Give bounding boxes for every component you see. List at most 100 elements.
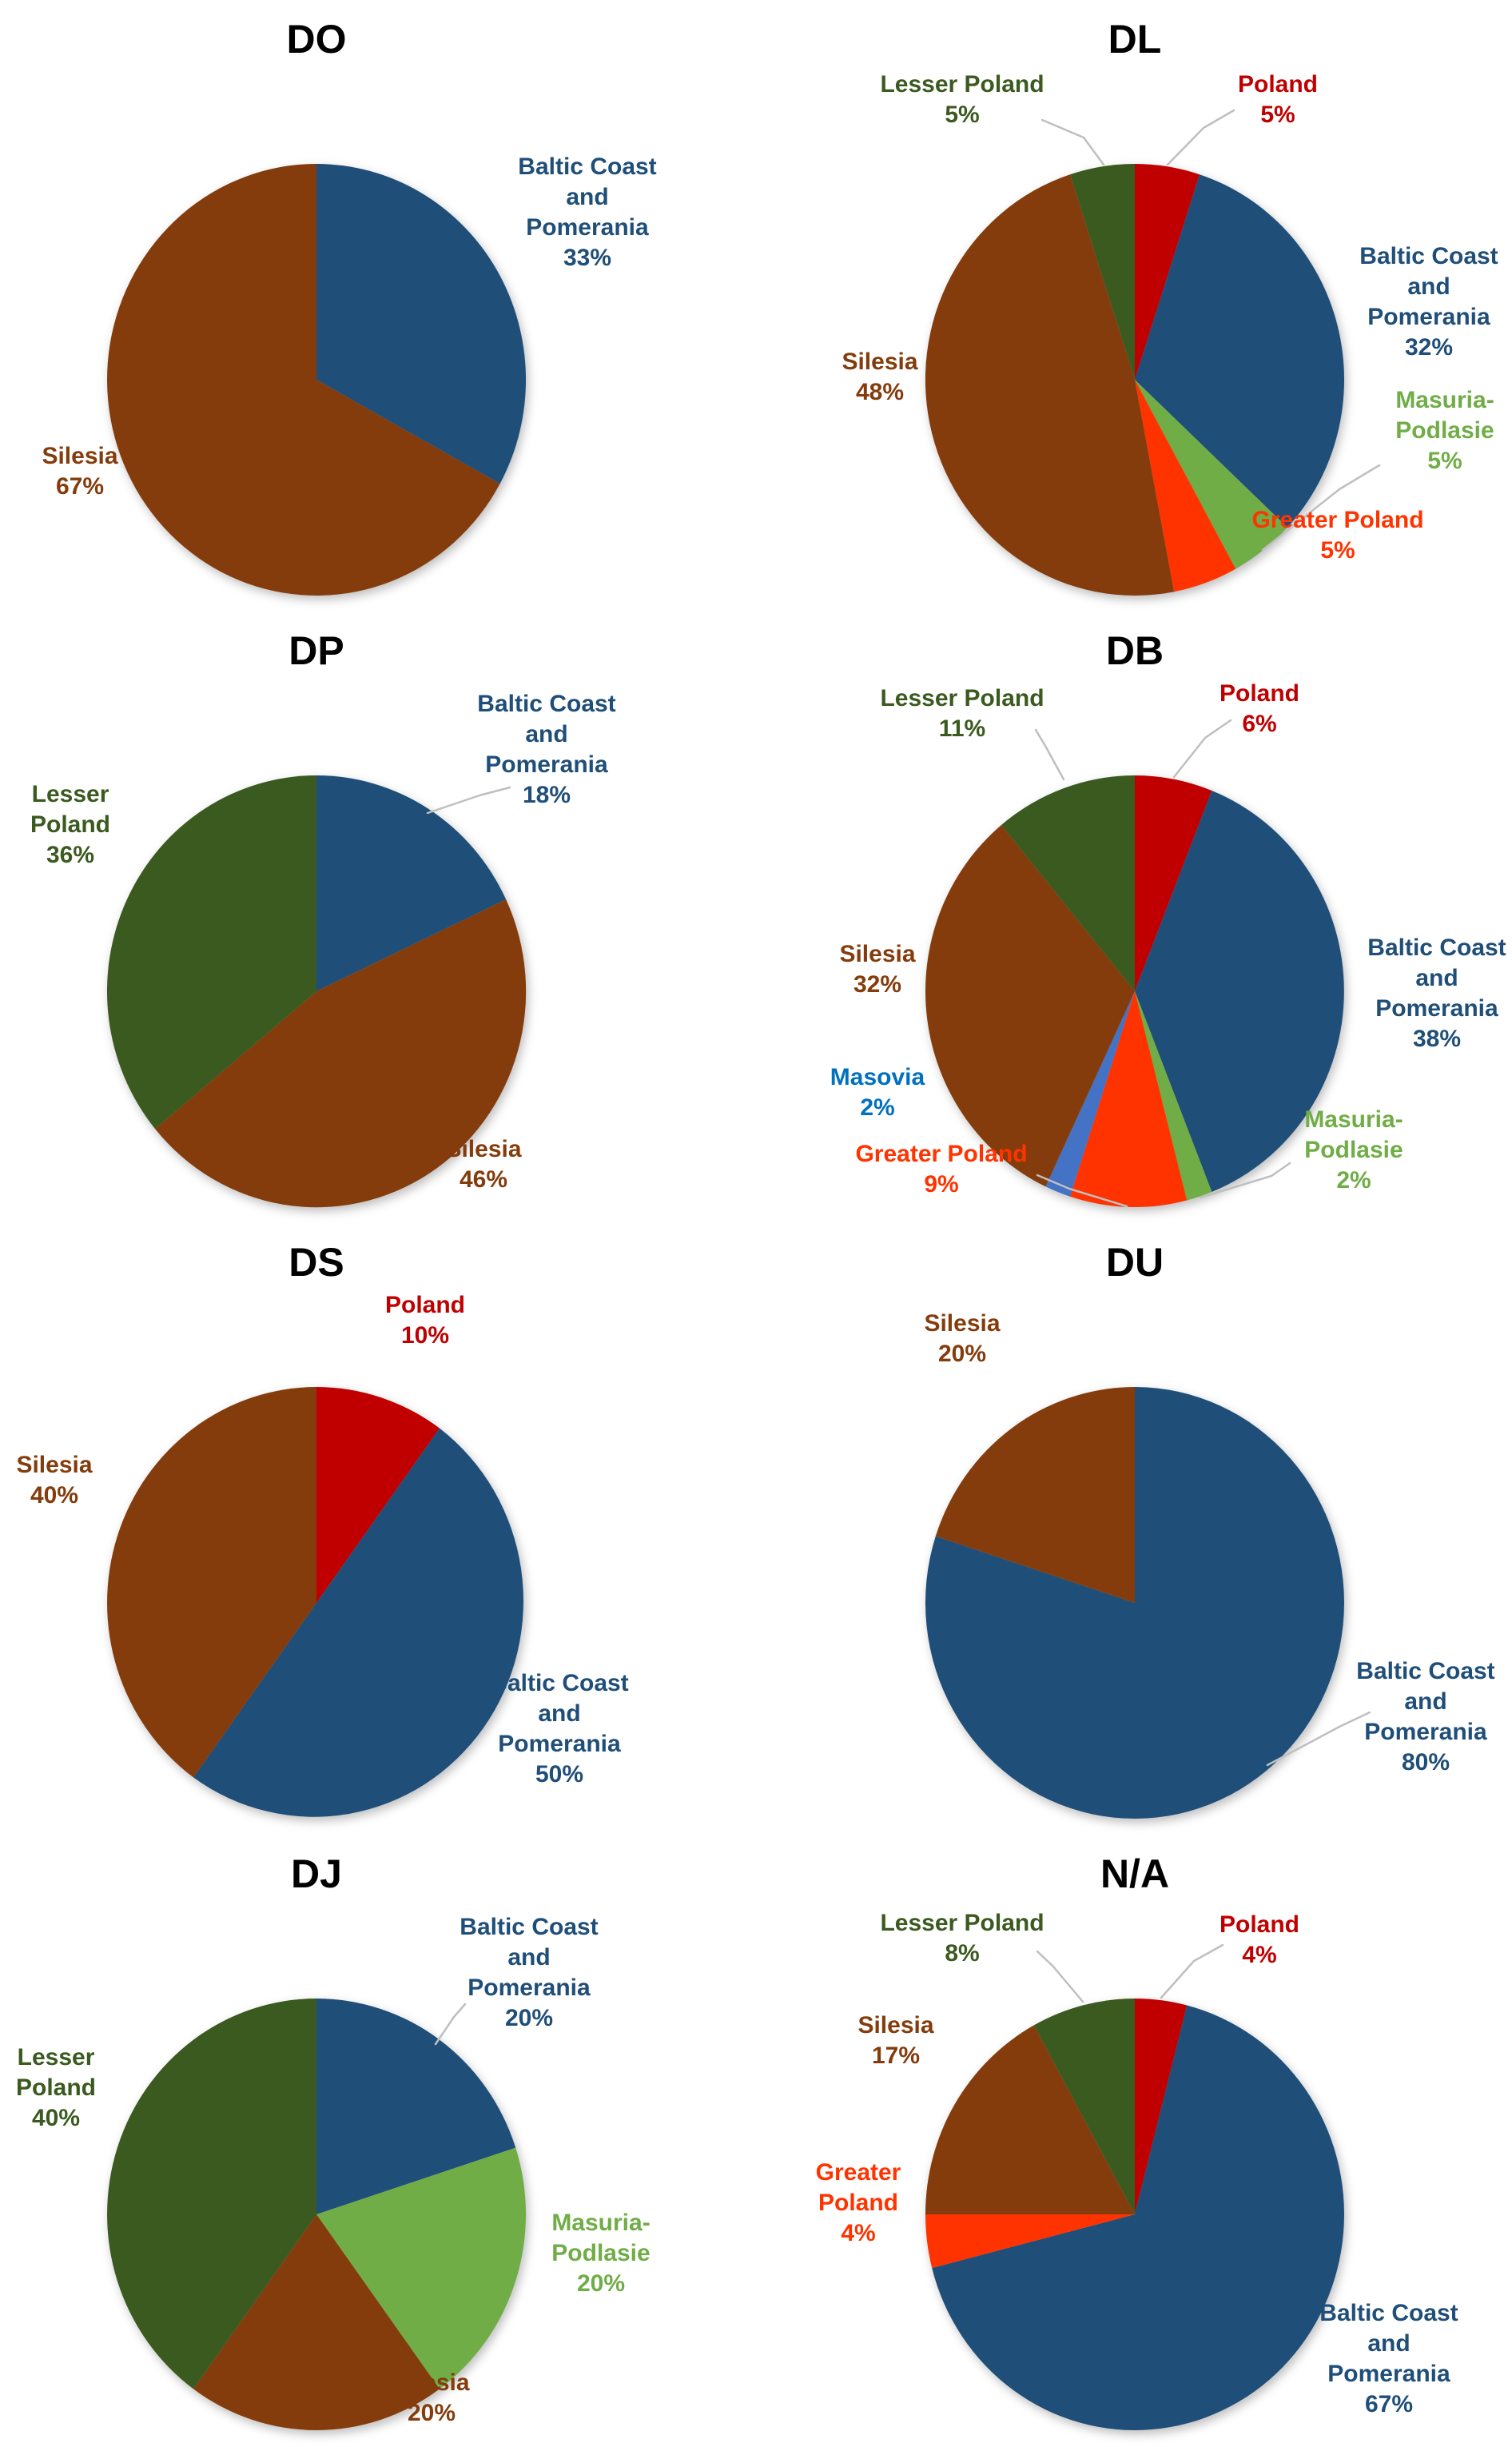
pie-slice-baltic-coast-and-pomerania [925, 1387, 1344, 1819]
chart-title-ds: DS [288, 1240, 344, 1285]
leader-line-lesser-poland [1034, 728, 1065, 781]
slice-label-poland: Poland 5% [1238, 71, 1318, 128]
pie-chart-na: Poland 4% Baltic Coast and Pomerania 67% Great… [816, 1851, 1458, 2431]
chart-cell-do: Baltic Coast and Pomerania 33% Silesia 67% DO [0, 0, 756, 612]
slice-label-silesia: Silesia 17% [857, 2012, 933, 2069]
pie-slice-greater-poland [1135, 380, 1236, 592]
pie-db [925, 775, 1344, 1208]
slice-label-baltic-coast-and-pomerania: Baltic Coast and Pomerania 80% [1356, 1658, 1494, 1775]
pie-slice-lesser-poland [107, 1999, 316, 2389]
slice-label-greater-poland: Greater Poland 5% [1251, 507, 1423, 564]
pie-dj [107, 1999, 527, 2430]
slice-label-baltic-coast-and-pomerania: Baltic Coast and Pomerania 32% [1359, 243, 1498, 361]
slice-label-masuria-podlasie: Masuria-Podlasie 20% [551, 2210, 650, 2297]
chart-cell-ds: Poland 10% Baltic Coast and Pomerania 50% Sile… [0, 1223, 756, 1835]
pie-slice-poland [1135, 1999, 1188, 2214]
slice-label-lesser-poland: Lesser Poland 5% [880, 71, 1044, 128]
slice-label-baltic-coast-and-pomerania: Baltic Coast and Pomerania 18% [477, 691, 615, 808]
pie-slice-lesser-poland [1033, 1999, 1135, 2214]
pie-do [107, 164, 527, 596]
pie-slice-baltic-coast-and-pomerania [1135, 174, 1345, 528]
leader-line-baltic-coast-and-pomerania [426, 786, 511, 815]
chart-cell-du: Baltic Coast and Pomerania 80% Silesia 20% DU [756, 1223, 1512, 1835]
chart-title-dp: DP [288, 628, 344, 673]
leader-line-lesser-poland [1040, 118, 1105, 166]
slice-label-lesser-poland: Lesser Poland 8% [880, 1910, 1044, 1967]
chart-cell-dl: Poland 5% Baltic Coast and Pomerania 32% Masur… [756, 0, 1512, 612]
slice-label-baltic-coast-and-pomerania: Baltic Coast and Pomerania 20% [460, 1914, 598, 2031]
leader-line-baltic-coast-and-pomerania [1266, 1711, 1371, 1767]
leader-line-poland [1160, 1943, 1224, 1999]
slice-label-poland: Poland 6% [1220, 680, 1299, 737]
pie-dp [106, 775, 527, 1208]
pie-n-a [925, 1999, 1344, 2431]
pie-slice-silesia [107, 1387, 316, 1778]
chart-title-du: DU [1106, 1240, 1164, 1285]
pie-slice-masuria-podlasie [1135, 380, 1287, 569]
pie-slice-baltic-coast-and-pomerania [193, 1428, 523, 1817]
slice-label-baltic-coast-and-pomerania: Baltic Coast and Pomerania 33% [518, 153, 656, 271]
pie-du [925, 1387, 1344, 1819]
pie-slice-lesser-poland [1070, 163, 1135, 380]
pie-chart-db: Poland 6% Baltic Coast and Pomerania 38% Masur… [830, 628, 1506, 1208]
leader-line-masuria-podlasie [1199, 1162, 1291, 1199]
slice-label-baltic-coast-and-pomerania: Baltic Coast and Pomerania 50% [490, 1670, 628, 1787]
chart-title-dj: DJ [291, 1851, 342, 1896]
pie-chart-dp: Baltic Coast and Pomerania 18% Silesia 46% Les… [30, 628, 616, 1208]
pie-slice-baltic-coast-and-pomerania [316, 775, 507, 991]
pie-slice-poland [1135, 775, 1212, 991]
slice-label-silesia: Silesia 20% [924, 1310, 1000, 1367]
slice-label-greater-poland: Greater Poland 9% [855, 1141, 1027, 1198]
leader-line-masuria-podlasie [1261, 464, 1381, 552]
pie-slice-baltic-coast-and-pomerania [316, 164, 527, 484]
chart-title-db: DB [1106, 628, 1164, 673]
chart-cell-db: Poland 6% Baltic Coast and Pomerania 38% Masur… [756, 612, 1512, 1223]
slice-label-masuria-podlasie: Masuria-Podlasie 5% [1395, 387, 1494, 474]
pie-ds [107, 1387, 523, 1817]
pie-chart-do: Baltic Coast and Pomerania 33% Silesia 67% DO [42, 17, 657, 596]
pie-slice-silesia [925, 174, 1175, 596]
chart-title-dl: DL [1108, 17, 1162, 62]
pie-slice-masovia [1045, 991, 1135, 1197]
pie-slice-greater-poland [1070, 991, 1188, 1208]
pie-slice-masuria-podlasie [1135, 991, 1212, 1201]
slice-label-masuria-podlasie: Masuria-Podlasie 2% [1304, 1106, 1403, 1194]
pie-chart-du: Baltic Coast and Pomerania 80% Silesia 20% DU [924, 1240, 1495, 1819]
pie-slice-lesser-poland [106, 775, 316, 1130]
slice-label-lesser-poland: Lesser Poland 11% [880, 685, 1044, 742]
pie-slice-masuria-podlasie [316, 2147, 527, 2389]
slice-label-silesia: Silesia 67% [42, 443, 117, 500]
slice-label-silesia: Silesia 46% [445, 1136, 521, 1193]
pie-slice-lesser-poland [1001, 775, 1135, 991]
pie-dl [925, 163, 1345, 596]
pie-slice-silesia [155, 899, 527, 1208]
chart-cell-dj: Baltic Coast and Pomerania 20% Masuria-Podla… [0, 1835, 756, 2446]
pie-chart-ds: Poland 10% Baltic Coast and Pomerania 50% Sile… [16, 1240, 629, 1817]
slice-label-masovia: Masovia 2% [830, 1064, 925, 1121]
leader-line-baltic-coast-and-pomerania [434, 2003, 467, 2046]
pie-slice-poland [1135, 163, 1200, 380]
pie-slice-greater-poland [925, 2214, 1135, 2269]
chart-title-do: DO [287, 17, 347, 62]
slice-label-baltic-coast-and-pomerania: Baltic Coast and Pomerania 67% [1319, 2300, 1458, 2417]
leader-line-greater-poland [1036, 1174, 1128, 1208]
chart-title-n-a: N/A [1100, 1851, 1169, 1896]
leader-line-poland [1172, 719, 1232, 779]
pie-slice-poland [316, 1387, 440, 1603]
slice-label-silesia: Silesia 20% [393, 2369, 469, 2426]
chart-cell-dp: Baltic Coast and Pomerania 18% Silesia 46% Les… [0, 612, 756, 1223]
slice-label-lesser-poland: Lesser Poland 36% [30, 781, 110, 868]
pie-slice-silesia [107, 164, 500, 596]
pie-slice-baltic-coast-and-pomerania [1135, 791, 1344, 1192]
pie-slice-silesia [925, 825, 1135, 1187]
slice-label-silesia: Silesia 32% [839, 941, 915, 998]
pie-chart-dl: Poland 5% Baltic Coast and Pomerania 32% Masur… [842, 17, 1498, 596]
pie-slice-silesia [925, 2025, 1135, 2214]
chart-cell-na: Poland 4% Baltic Coast and Pomerania 67% Great… [756, 1835, 1512, 2446]
pie-chart-dj: Baltic Coast and Pomerania 20% Masuria-Podla… [16, 1851, 651, 2430]
pie-slice-silesia [935, 1387, 1135, 1603]
pie-slice-silesia [193, 2214, 440, 2430]
slice-label-lesser-poland: Lesser Poland 40% [16, 2044, 96, 2131]
slice-label-poland: Poland 4% [1220, 1911, 1299, 1968]
